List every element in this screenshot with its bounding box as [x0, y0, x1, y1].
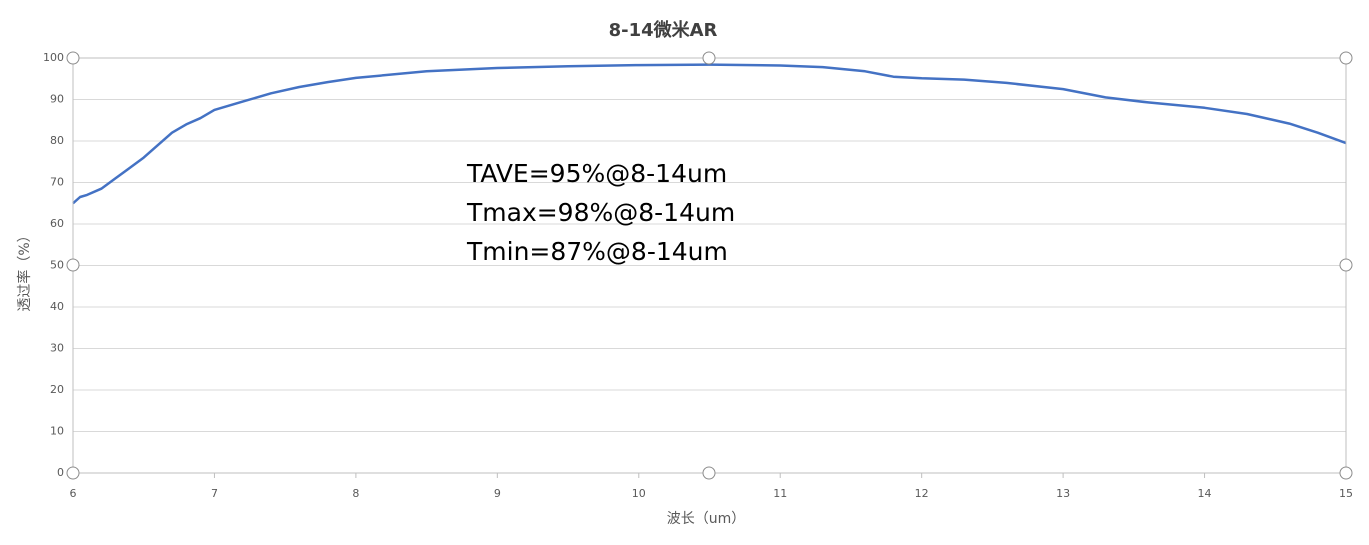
x-tick-label: 10	[632, 487, 646, 500]
annotation: Tmax=98%@8-14um	[466, 198, 735, 227]
y-tick-label: 30	[50, 342, 64, 355]
handle[interactable]	[702, 51, 716, 65]
y-tick-label: 90	[50, 93, 64, 106]
y-tick-label: 10	[50, 425, 64, 438]
handle[interactable]	[66, 51, 80, 65]
y-tick-label: 50	[50, 259, 64, 272]
plot-area: 0 10 20 30 40 50 60 70 80 90 100 6 7 8 9 10 11 12 13 14 15 TA…	[43, 51, 1353, 500]
handle[interactable]	[66, 258, 80, 272]
y-tick-label: 40	[50, 300, 64, 313]
y-tick-label: 20	[50, 383, 64, 396]
x-axis-label: 波长（um）	[667, 511, 746, 527]
x-tick-label: 9	[494, 487, 501, 500]
handle[interactable]	[1339, 258, 1353, 272]
chart-title: 8-14微米AR	[609, 19, 718, 41]
data-line	[72, 63, 1347, 205]
x-tick-label: 15	[1339, 487, 1353, 500]
x-tick-label: 8	[352, 487, 359, 500]
y-axis-label: 透过率（%）	[16, 228, 33, 311]
x-tick-label: 14	[1198, 487, 1212, 500]
handle[interactable]	[66, 466, 80, 480]
annotation: TAVE=95%@8-14um	[466, 159, 727, 188]
x-tick-label: 13	[1056, 487, 1070, 500]
handle[interactable]	[1339, 466, 1353, 480]
y-tick-label: 0	[57, 466, 64, 479]
y-tick-label: 60	[50, 217, 64, 230]
x-tick-label: 12	[915, 487, 929, 500]
selection-handles	[66, 51, 1353, 480]
x-tick-label: 11	[773, 487, 787, 500]
x-tick-label: 7	[211, 487, 218, 500]
annotation: Tmin=87%@8-14um	[466, 237, 728, 266]
x-tick-label: 6	[70, 487, 77, 500]
y-tick-label: 100	[43, 51, 64, 64]
y-tick-label: 70	[50, 176, 64, 189]
y-tick-label: 80	[50, 134, 64, 147]
handle[interactable]	[702, 466, 716, 480]
handle[interactable]	[1339, 51, 1353, 65]
